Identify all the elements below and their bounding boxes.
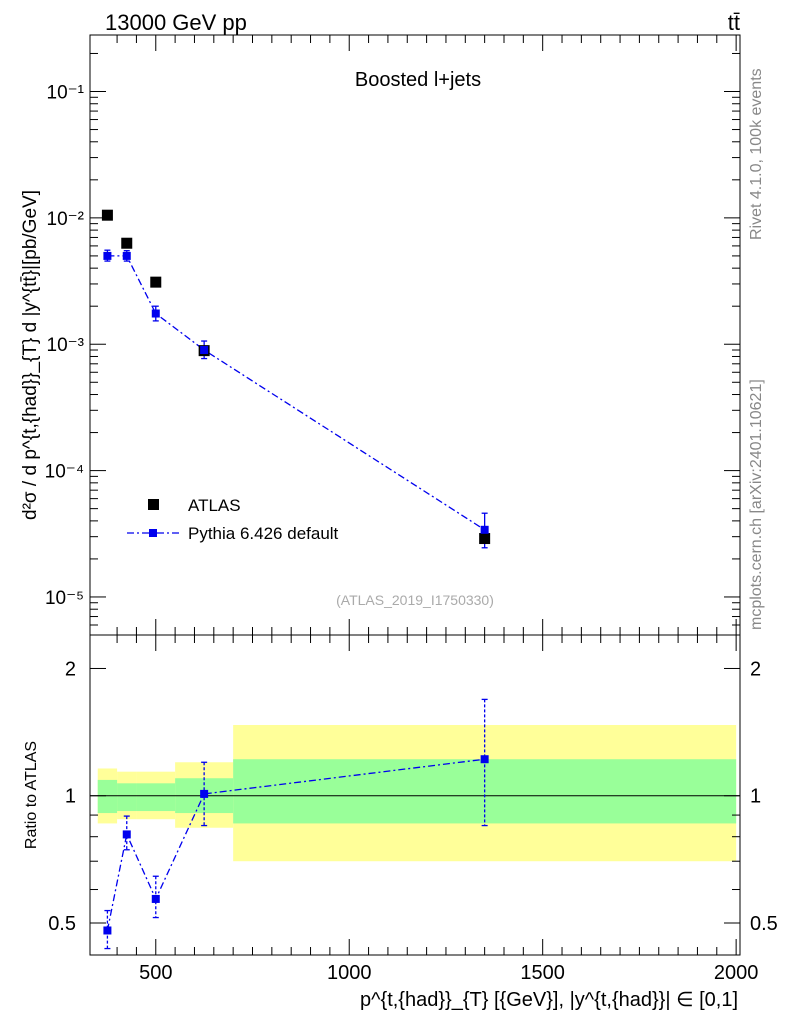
ratio-y-tick-label-right: 1 [750, 786, 761, 808]
pythia-line [107, 255, 485, 531]
main-frame [89, 34, 741, 636]
main-ticks: 10⁻¹ 10⁻² 10⁻³ 10⁻⁴ 10⁻⁵ [45, 35, 740, 635]
ratio-point [122, 830, 131, 839]
pythia-point [122, 251, 131, 260]
pythia-point [200, 346, 209, 355]
atlas-point [479, 533, 491, 545]
legend-marker-pythia [149, 529, 157, 537]
ratio-ticks: 0.5 0.5 1 1 2 2 500 1000 1500 2000 [48, 635, 778, 984]
ratio-frame [89, 634, 741, 956]
source-label: mcplots.cern.ch [arXiv:2401.10621] [748, 379, 765, 630]
main-marks [101, 209, 491, 549]
ratio-point [103, 926, 112, 935]
ratio-panel: 0.5 0.5 1 1 2 2 500 1000 1500 2000 Ratio to ATLAS… [23, 634, 778, 1011]
x-tick-label: 1000 [327, 962, 372, 984]
uncertainty-band-inner [117, 783, 137, 812]
atlas-point [150, 276, 162, 288]
pythia-point [103, 251, 112, 260]
energy-label: 13000 GeV pp [105, 10, 247, 35]
main-panel: 10⁻¹ 10⁻² 10⁻³ 10⁻⁴ 10⁻⁵ Boosted l+jets (ATL… [20, 34, 741, 636]
pythia-point [480, 525, 489, 534]
ratio-point [200, 789, 209, 798]
legend-marker-atlas [148, 499, 159, 510]
ratio-y-tick-label-right: 0.5 [750, 913, 778, 935]
ratio-y-tick-label-left: 0.5 [48, 913, 76, 935]
uncertainty-band-inner [136, 783, 176, 812]
uncertainty-band-inner [97, 779, 118, 814]
pythia-point [151, 309, 160, 318]
ratio-point [480, 755, 489, 764]
ratio-y-axis-label: Ratio to ATLAS [23, 741, 40, 849]
y-tick-label: 10⁻¹ [47, 83, 85, 104]
y-tick-label: 10⁻⁵ [45, 588, 84, 609]
legend: ATLAS Pythia 6.426 default [127, 496, 339, 543]
ratio-y-tick-label-right: 2 [750, 658, 761, 680]
ratio-bands [97, 724, 737, 862]
atlas-point [121, 237, 133, 249]
ratio-marks [103, 698, 489, 950]
x-tick-label: 2000 [714, 962, 759, 984]
ratio-y-tick-label-left: 2 [65, 658, 76, 680]
rivet-label: Rivet 4.1.0, 100k events [748, 68, 765, 240]
y-tick-label: 10⁻³ [47, 335, 85, 356]
x-axis-label: p^{t,{had}}_{T} [{GeV}], |y^{t,{had}}| ∈… [360, 989, 738, 1011]
ratio-y-tick-label-left: 1 [65, 786, 76, 808]
x-tick-label: 1500 [520, 962, 565, 984]
legend-label-pythia: Pythia 6.426 default [188, 524, 339, 543]
ratio-point [151, 894, 160, 903]
y-tick-label: 10⁻² [47, 209, 85, 230]
x-tick-label: 500 [139, 962, 172, 984]
analysis-label: (ATLAS_2019_I1750330) [336, 592, 494, 608]
legend-label-atlas: ATLAS [188, 496, 241, 515]
y-tick-label: 10⁻⁴ [45, 462, 84, 483]
process-label: tt̄ [728, 10, 740, 35]
chart-title: Boosted l+jets [355, 69, 481, 91]
main-y-axis-label: d²σ / d p^{t,{had}}_{T} d |y^{tt̄}|[pb/G… [20, 190, 41, 520]
atlas-point [101, 209, 113, 221]
